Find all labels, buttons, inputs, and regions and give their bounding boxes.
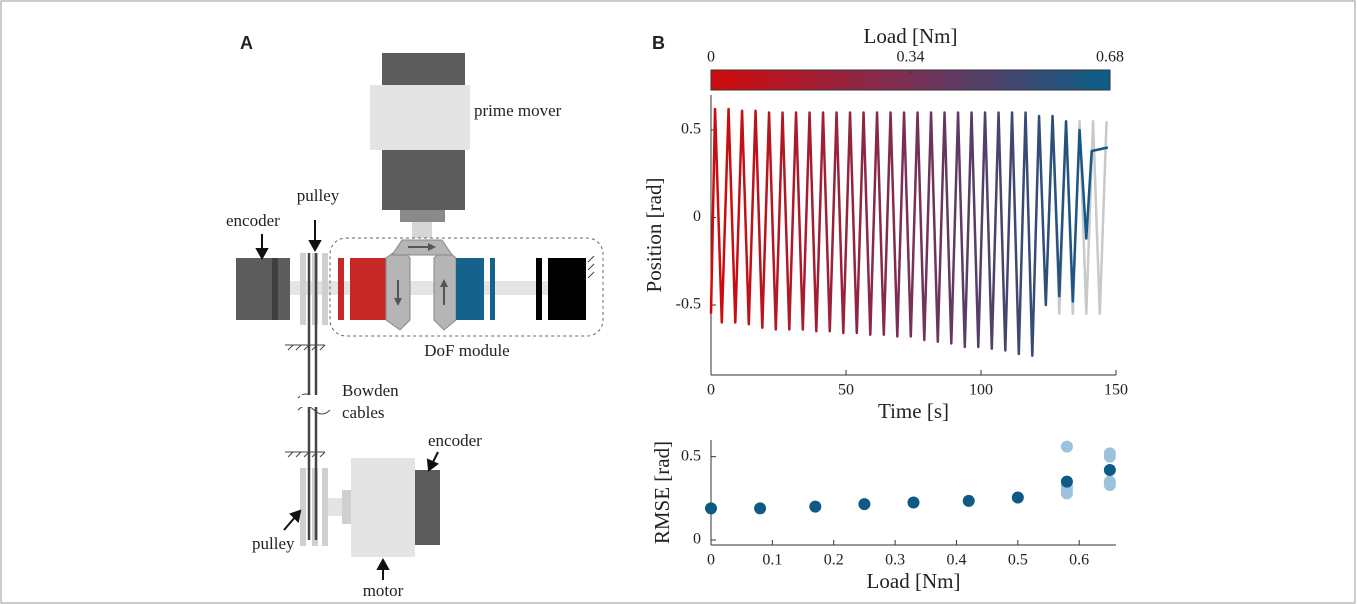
x-axis-label: Time [s]: [878, 399, 949, 423]
x-tick-label: 150: [1104, 382, 1128, 399]
diagram-label: Bowden: [342, 381, 399, 400]
y-tick-label: 0: [693, 208, 701, 225]
x-axis-label: Load [Nm]: [867, 569, 961, 593]
y-tick-label: -0.5: [676, 296, 701, 313]
x-tick-label: 0.5: [1008, 552, 1028, 569]
colorbar-label: Load [Nm]: [864, 24, 958, 48]
data-point: [754, 502, 767, 515]
y-axis-label: Position [rad]: [642, 178, 666, 293]
data-point: [705, 502, 717, 515]
x-tick-label: 0.6: [1069, 552, 1089, 569]
data-line: [709, 107, 1109, 357]
y-tick-label: 0.5: [681, 447, 701, 464]
y-tick-label: 0.5: [681, 121, 701, 138]
x-tick-label: 50: [838, 382, 854, 399]
x-tick-label: 100: [969, 382, 993, 399]
x-tick-label: 0: [707, 382, 715, 399]
diagram-label: cables: [342, 403, 384, 422]
colorbar-tick-label: 0: [707, 49, 715, 66]
y-axis-label: RMSE [rad]: [650, 441, 674, 544]
diagram-label: pulley: [297, 186, 340, 205]
diagram-label: encoder: [428, 431, 482, 450]
y-tick-label: 0: [693, 531, 701, 548]
diagram-label: pulley: [252, 534, 295, 553]
data-point: [858, 498, 871, 511]
diagram-label: DoF module: [424, 341, 509, 360]
data-point: [1103, 464, 1116, 476]
x-tick-label: 0.2: [824, 552, 844, 569]
data-point: [1103, 450, 1116, 463]
data-point: [809, 500, 822, 513]
colorbar-tick-label: 0.68: [1096, 49, 1124, 66]
data-point: [907, 496, 920, 509]
panel-label: A: [240, 33, 253, 53]
data-point: [1011, 491, 1024, 504]
diagram-label: motor: [363, 581, 404, 600]
x-tick-label: 0: [707, 552, 715, 569]
diagram-label: encoder: [226, 211, 280, 230]
data-point: [1103, 479, 1116, 491]
data-point: [1060, 440, 1073, 453]
x-tick-label: 0.4: [946, 552, 966, 569]
panel-label: B: [652, 33, 665, 53]
data-point: [1060, 475, 1073, 488]
colorbar-tick-label: 0.34: [897, 49, 925, 66]
data-point: [962, 494, 975, 507]
diagram: [236, 53, 604, 580]
diagram-label: prime mover: [474, 101, 562, 120]
x-tick-label: 0.1: [762, 552, 782, 569]
x-tick-label: 0.3: [885, 552, 905, 569]
